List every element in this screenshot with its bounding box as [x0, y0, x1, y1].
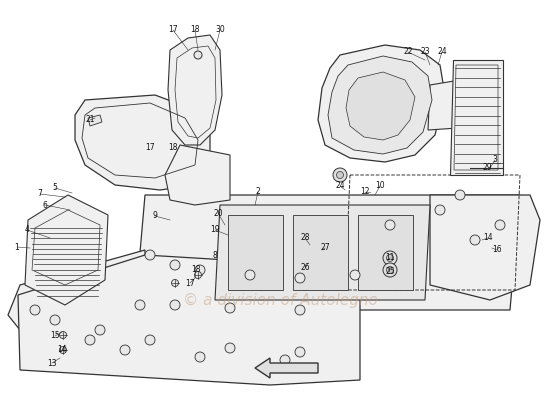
Polygon shape — [430, 195, 540, 300]
Polygon shape — [168, 35, 222, 145]
Text: 26: 26 — [300, 264, 310, 272]
Text: 15: 15 — [50, 332, 60, 340]
Circle shape — [383, 251, 397, 265]
Circle shape — [245, 270, 255, 280]
Circle shape — [435, 205, 445, 215]
Circle shape — [385, 220, 395, 230]
Circle shape — [50, 315, 60, 325]
Circle shape — [225, 303, 235, 313]
Text: 28: 28 — [300, 234, 310, 242]
Circle shape — [455, 190, 465, 200]
Polygon shape — [318, 45, 445, 162]
Text: 30: 30 — [215, 26, 225, 34]
Circle shape — [135, 300, 145, 310]
Polygon shape — [450, 60, 503, 175]
Circle shape — [59, 332, 67, 338]
Text: 5: 5 — [53, 184, 57, 192]
Circle shape — [145, 250, 155, 260]
Text: 25: 25 — [385, 268, 395, 276]
Circle shape — [95, 325, 105, 335]
Text: 17: 17 — [145, 142, 155, 152]
Circle shape — [195, 272, 201, 278]
Text: 9: 9 — [152, 212, 157, 220]
Circle shape — [195, 352, 205, 362]
Polygon shape — [135, 195, 520, 310]
Polygon shape — [88, 115, 102, 126]
Circle shape — [30, 305, 40, 315]
Circle shape — [170, 260, 180, 270]
Polygon shape — [215, 205, 430, 300]
Circle shape — [295, 305, 305, 315]
Polygon shape — [255, 358, 318, 378]
Circle shape — [225, 343, 235, 353]
Text: 1: 1 — [15, 242, 19, 252]
Text: 29: 29 — [482, 164, 492, 172]
Circle shape — [280, 355, 290, 365]
Polygon shape — [165, 145, 230, 205]
Circle shape — [295, 347, 305, 357]
Circle shape — [195, 265, 205, 275]
Text: 18: 18 — [168, 142, 178, 152]
Polygon shape — [75, 95, 210, 190]
Text: 6: 6 — [42, 200, 47, 210]
Text: 17: 17 — [185, 278, 195, 288]
Text: 18: 18 — [191, 266, 201, 274]
Polygon shape — [328, 56, 432, 154]
Polygon shape — [228, 215, 283, 290]
Text: 16: 16 — [492, 246, 502, 254]
Text: 13: 13 — [47, 358, 57, 368]
Polygon shape — [18, 255, 360, 385]
Circle shape — [387, 266, 393, 274]
Text: 14: 14 — [483, 234, 493, 242]
Text: 22: 22 — [403, 48, 412, 56]
Polygon shape — [346, 72, 415, 140]
Polygon shape — [25, 195, 108, 305]
Text: 8: 8 — [213, 250, 217, 260]
Text: 18: 18 — [190, 26, 200, 34]
Circle shape — [59, 346, 67, 354]
Text: 17: 17 — [168, 26, 178, 34]
Text: 24: 24 — [437, 48, 447, 56]
Text: 2: 2 — [256, 188, 260, 196]
Text: 14: 14 — [57, 346, 67, 354]
Text: 20: 20 — [213, 208, 223, 218]
Text: © a division of Autolegno: © a division of Autolegno — [183, 292, 377, 308]
Circle shape — [85, 335, 95, 345]
Polygon shape — [428, 80, 468, 130]
Circle shape — [170, 300, 180, 310]
Circle shape — [383, 263, 397, 277]
Circle shape — [333, 168, 347, 182]
Text: 11: 11 — [385, 254, 395, 262]
Polygon shape — [8, 250, 145, 330]
Circle shape — [337, 172, 344, 178]
Circle shape — [145, 335, 155, 345]
Text: 3: 3 — [493, 156, 497, 164]
Polygon shape — [358, 215, 413, 290]
Circle shape — [120, 345, 130, 355]
Text: 21: 21 — [85, 116, 95, 124]
Circle shape — [387, 254, 393, 262]
Circle shape — [194, 51, 202, 59]
Text: 7: 7 — [37, 190, 42, 198]
Circle shape — [495, 220, 505, 230]
Circle shape — [295, 273, 305, 283]
Text: 10: 10 — [375, 182, 385, 190]
Polygon shape — [293, 215, 348, 290]
Text: 27: 27 — [320, 244, 330, 252]
Circle shape — [172, 280, 179, 286]
Text: 23: 23 — [420, 48, 430, 56]
Text: 19: 19 — [210, 226, 220, 234]
Text: 12: 12 — [360, 188, 370, 196]
Circle shape — [470, 235, 480, 245]
Circle shape — [350, 270, 360, 280]
Text: 24: 24 — [335, 182, 345, 190]
Text: 4: 4 — [25, 226, 30, 234]
